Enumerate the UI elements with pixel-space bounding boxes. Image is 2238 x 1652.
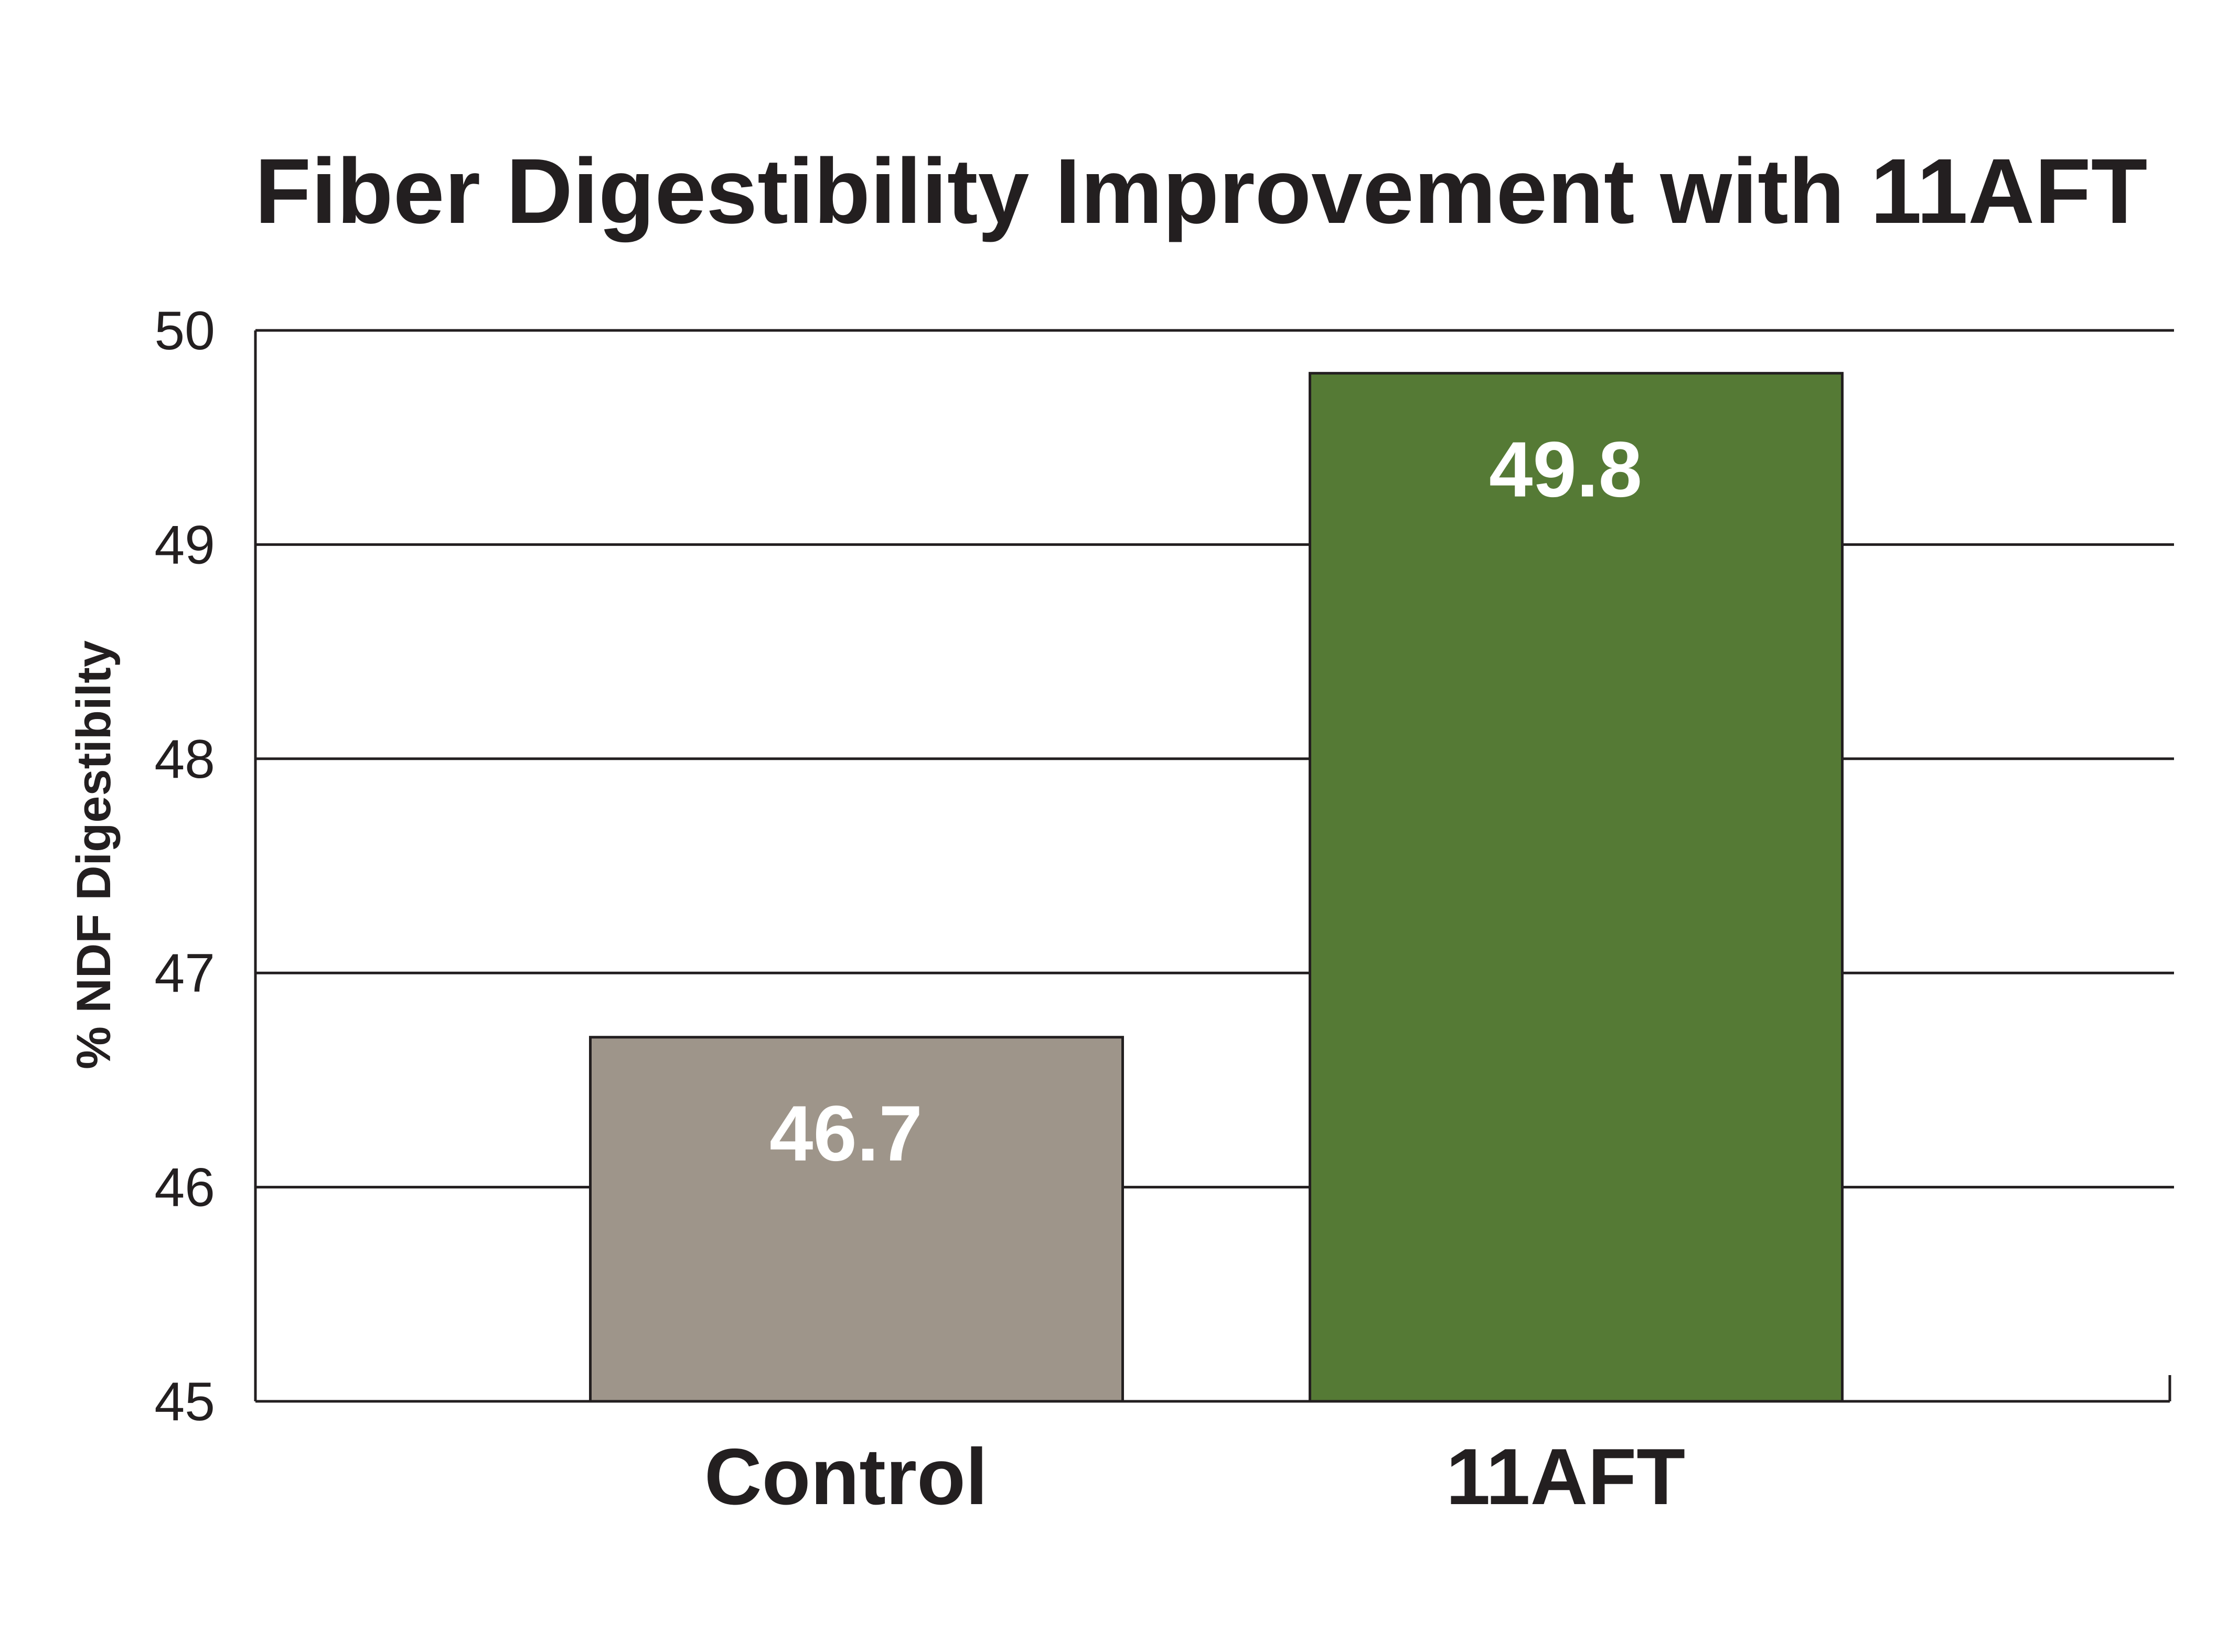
y-tick-label-46: 46 xyxy=(154,1157,215,1218)
value-label-11aft: 49.8 xyxy=(1489,425,1642,513)
bar-control xyxy=(589,1036,1124,1403)
bar-11aft xyxy=(1309,372,1844,1403)
value-label-control: 46.7 xyxy=(769,1089,923,1177)
x-category-label-11aft: 11AFT xyxy=(1446,1432,1685,1521)
y-tick-label-45: 45 xyxy=(154,1371,215,1432)
x-category-label-control: Control xyxy=(704,1432,988,1521)
y-tick-label-50: 50 xyxy=(154,301,215,361)
y-tick-label-47: 47 xyxy=(154,943,215,1004)
bar-value-labels: 46.7 49.8 xyxy=(769,425,1642,1177)
y-tick-label-49: 49 xyxy=(154,514,215,575)
y-axis-title: % NDF Digestibilty xyxy=(67,640,121,1069)
y-axis-tick-labels: 45 46 47 48 49 50 xyxy=(154,301,215,1432)
x-axis-category-labels: Control 11AFT xyxy=(704,1432,1685,1521)
chart-title: Fiber Digestibility Improvement with 11A… xyxy=(255,140,2148,243)
axes xyxy=(254,330,2171,1403)
gridlines xyxy=(255,329,2174,1189)
y-tick-label-48: 48 xyxy=(154,729,215,790)
bars xyxy=(589,372,1844,1403)
